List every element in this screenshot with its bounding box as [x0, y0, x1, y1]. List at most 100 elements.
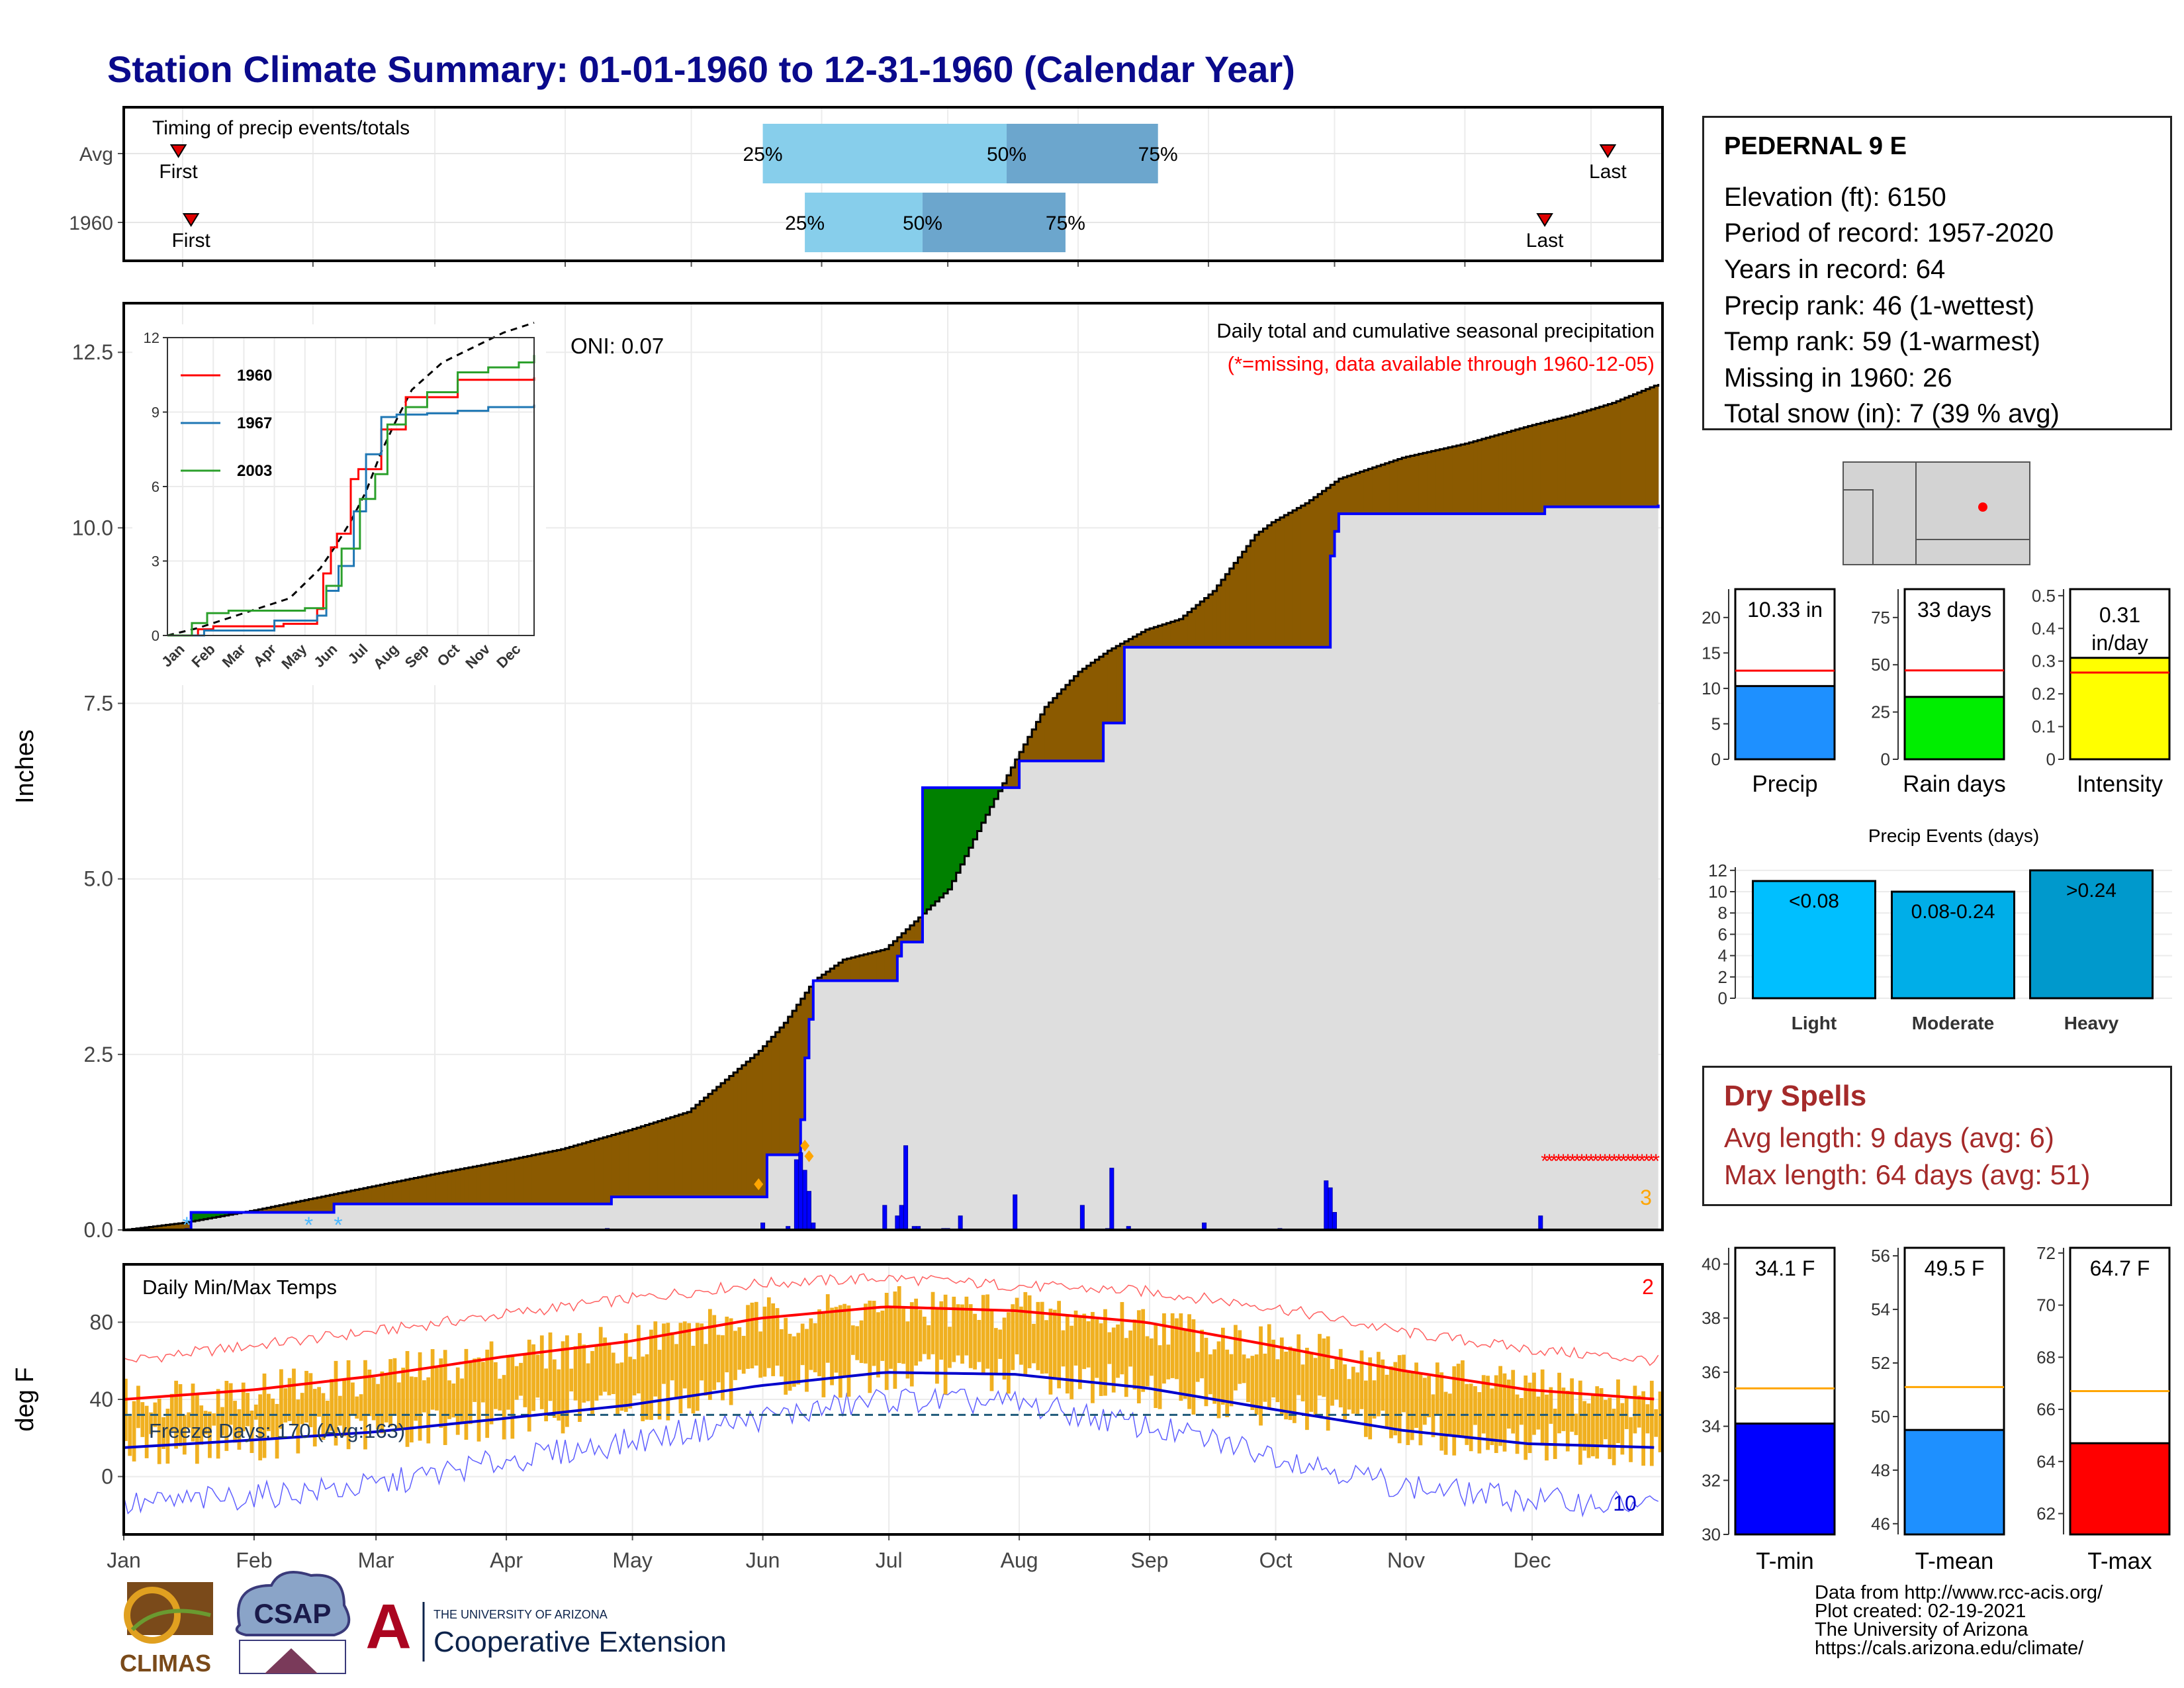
precip-deficit-fill [1545, 422, 1550, 507]
temp-daily-bar [418, 1352, 422, 1441]
precip-missing-marker: * [1573, 1150, 1581, 1172]
precip-missing-marker: * [1647, 1150, 1655, 1172]
temp-daily-bar [510, 1356, 515, 1439]
precip-deficit-fill [721, 1083, 726, 1197]
precip-deficit-fill [1633, 394, 1638, 507]
precip-deficit-fill [623, 1131, 629, 1197]
temp-daily-bar [607, 1344, 612, 1395]
precip-deficit-fill [287, 1203, 293, 1213]
temp-daily-bar [455, 1367, 460, 1435]
precip-surplus-fill [989, 787, 995, 807]
temp-daily-bar [762, 1306, 767, 1377]
temp-daily-bar [889, 1306, 893, 1369]
temp-daily-bar [1275, 1359, 1280, 1403]
precip-deficit-fill [914, 921, 919, 943]
mini-y-tick-label: 70 [2036, 1295, 2056, 1315]
map-station-marker [1978, 502, 1987, 512]
temp-daily-bar [1561, 1387, 1566, 1431]
precip-deficit-fill [460, 1168, 465, 1204]
temp-daily-bar [704, 1344, 708, 1396]
temp-daily-bar [927, 1325, 931, 1360]
temp-x-tick-label: May [612, 1548, 652, 1572]
temp-daily-bar [700, 1323, 704, 1381]
temp-daily-bar [918, 1309, 923, 1362]
precip-daily-bar [802, 1170, 807, 1231]
temp-daily-bar [1061, 1330, 1066, 1367]
inset-border [167, 337, 535, 636]
precip-deficit-fill [674, 1115, 680, 1197]
temp-daily-bar [712, 1315, 717, 1390]
temp-daily-bar [1158, 1345, 1162, 1409]
precip-deficit-fill [1027, 737, 1032, 761]
precip-y-tick-label: 7.5 [84, 692, 113, 716]
precip-deficit-fill [657, 1121, 662, 1197]
precip-deficit-fill [527, 1156, 532, 1204]
precip-deficit-fill [1111, 648, 1116, 724]
climas-logo-ring [124, 1587, 181, 1644]
precip-deficit-fill [1582, 411, 1588, 507]
temp-daily-bar [737, 1327, 742, 1370]
precip-deficit-fill [1574, 414, 1579, 507]
temp-daily-bar [199, 1405, 204, 1445]
timing-marker-first [182, 213, 200, 227]
temp-daily-bar [473, 1358, 477, 1402]
precip-deficit-fill [1187, 612, 1193, 647]
temp-daily-bar [1040, 1301, 1044, 1374]
mini-y-tick-label: 68 [2036, 1347, 2056, 1367]
temp-daily-bar [165, 1409, 170, 1464]
precip-deficit-fill [880, 950, 886, 981]
temp-daily-bar [1351, 1366, 1355, 1414]
temp-daily-bar [144, 1405, 149, 1458]
mini-chart: 62 64 66 68 70 72 64.7 F T-max [2036, 1243, 2171, 1574]
precip-deficit-fill [733, 1072, 739, 1197]
precip-deficit-fill [573, 1145, 578, 1204]
precip-deficit-fill [1065, 684, 1070, 761]
precip-deficit-fill [569, 1147, 574, 1204]
precip-deficit-fill [1023, 744, 1028, 761]
temp-daily-bar [981, 1295, 985, 1375]
temp-daily-bar [1481, 1375, 1486, 1434]
temp-daily-bar [590, 1350, 594, 1415]
mini-value-bar [1734, 1423, 1836, 1536]
temp-daily-bar [1099, 1323, 1103, 1396]
temp-daily-bar [746, 1305, 750, 1369]
temp-daily-bar [1195, 1352, 1200, 1382]
precip-missing-marker: * [1592, 1150, 1600, 1172]
temp-daily-bar [128, 1416, 132, 1456]
precip-missing-marker: * [1643, 1150, 1651, 1172]
precip-deficit-fill [1019, 752, 1024, 761]
station-precip-rank: Precip rank: 46 (1-wettest) [1724, 291, 2035, 320]
timing-label-25: 25% [785, 212, 825, 234]
temp-daily-bar [1204, 1337, 1208, 1407]
inset-series-line [167, 355, 535, 637]
temp-daily-bar [1410, 1373, 1414, 1440]
timing-label-75: 75% [1138, 144, 1178, 165]
precip-deficit-fill [1414, 455, 1420, 514]
precip-deficit-fill [821, 974, 827, 981]
precip-deficit-fill [1612, 402, 1617, 507]
temp-daily-bar [447, 1380, 451, 1419]
temp-daily-bar [771, 1303, 776, 1376]
temp-daily-bar [371, 1377, 376, 1421]
precip-y-tick-label: 10.0 [72, 516, 113, 539]
mini-y-tick-label: 52 [1871, 1353, 1890, 1373]
precip-missing-marker: * [1545, 1150, 1553, 1172]
precip-deficit-fill [893, 941, 898, 981]
precip-deficit-fill [1048, 702, 1054, 761]
mini-value-label: 64.7 F [2090, 1256, 2150, 1280]
precip-deficit-fill [1406, 456, 1411, 514]
precip-deficit-fill [578, 1144, 583, 1204]
precip-orange-marker [800, 1139, 810, 1152]
precip-deficit-fill [766, 1041, 772, 1155]
timing-title: Timing of precip events/totals [152, 117, 410, 139]
precip-deficit-fill [1381, 464, 1386, 514]
mini-value-label: 49.5 F [1925, 1256, 1985, 1280]
temp-daily-bar [1456, 1364, 1461, 1436]
temp-daily-bar [691, 1345, 696, 1414]
precip-missing-marker: * [1619, 1150, 1627, 1172]
precip-deficit-fill [754, 1054, 759, 1197]
precip-deficit-fill [792, 1010, 797, 1155]
temp-daily-bar [246, 1393, 250, 1427]
temp-daily-bar [451, 1383, 456, 1418]
